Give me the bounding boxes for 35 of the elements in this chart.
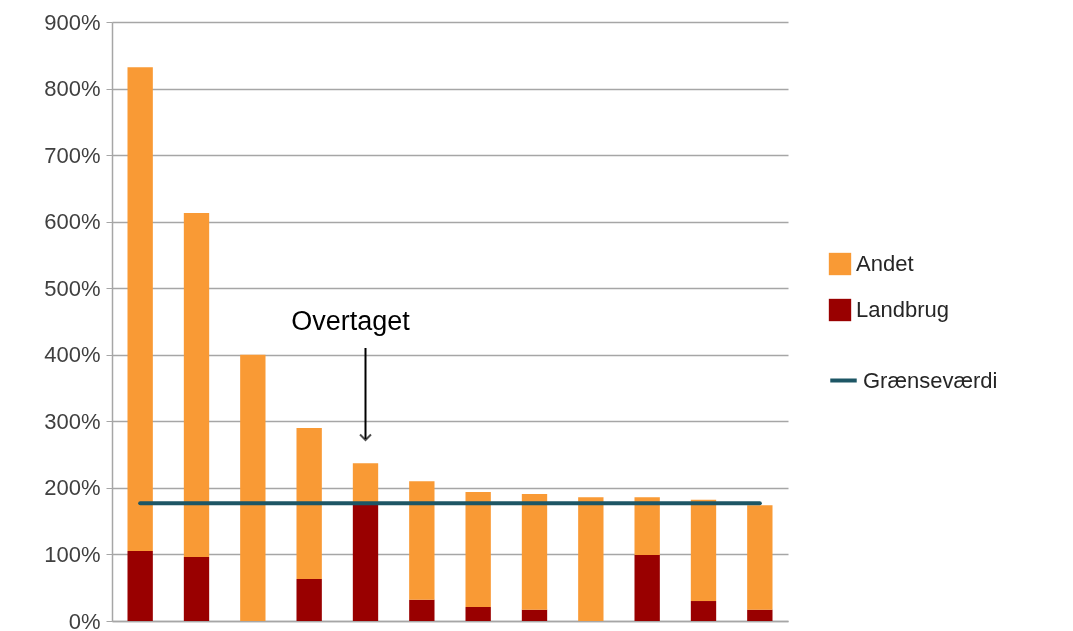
legend-label: Landbrug xyxy=(856,297,949,322)
bar xyxy=(240,354,266,621)
bar xyxy=(634,555,660,621)
y-tick-label: 600% xyxy=(44,209,101,235)
bar xyxy=(183,557,210,621)
y-tick-label: 800% xyxy=(44,76,101,102)
y-tick-label: 300% xyxy=(44,408,101,434)
bar xyxy=(183,213,210,558)
y-tick-label: 100% xyxy=(44,541,101,567)
bar xyxy=(578,497,604,621)
y-tick-label: 900% xyxy=(44,9,101,35)
legend-label: Andet xyxy=(856,251,914,276)
bar xyxy=(465,607,491,621)
y-tick-label: 500% xyxy=(44,275,101,301)
y-tick-label: 700% xyxy=(44,142,101,168)
bar xyxy=(690,499,717,602)
bar xyxy=(747,609,773,621)
bar xyxy=(409,599,435,621)
bar xyxy=(521,609,548,621)
y-tick-label: 400% xyxy=(44,342,101,368)
bar xyxy=(690,601,717,621)
bar xyxy=(409,481,435,600)
bar xyxy=(521,493,548,610)
bar xyxy=(127,551,153,621)
y-tick-label: 200% xyxy=(44,475,101,501)
bar xyxy=(127,67,153,552)
bar xyxy=(296,427,322,580)
y-tick-label: 0% xyxy=(68,608,101,631)
bar xyxy=(352,504,379,621)
legend-label: Grænseværdi xyxy=(863,367,998,393)
bar xyxy=(465,491,491,608)
bar xyxy=(296,579,322,621)
annotation: Overtaget xyxy=(291,306,411,336)
bar xyxy=(634,497,660,556)
bar xyxy=(747,505,773,610)
